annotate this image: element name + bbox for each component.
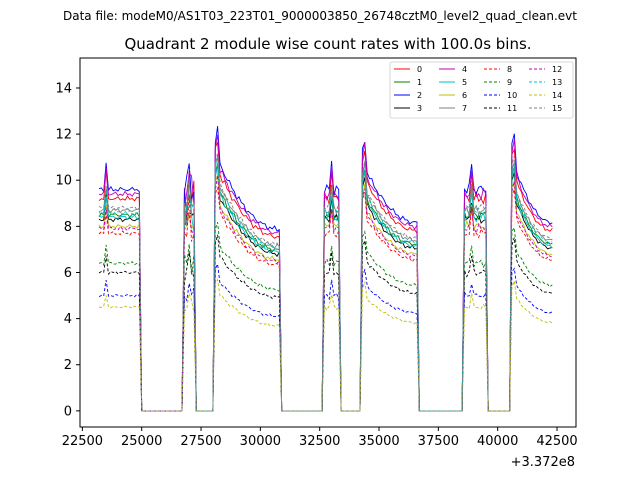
legend-label: 6 <box>462 91 467 100</box>
legend-label: 12 <box>552 65 562 74</box>
legend-label: 10 <box>507 91 517 100</box>
series-14-line <box>98 278 553 412</box>
legend-label: 13 <box>552 78 562 87</box>
legend-label: 1 <box>417 78 422 87</box>
y-tick-label: 4 <box>64 312 72 327</box>
legend-label: 15 <box>552 104 562 113</box>
x-tick-label: 35000 <box>358 434 399 449</box>
x-tick-label: 40000 <box>477 434 518 449</box>
axes-frame <box>79 57 577 428</box>
x-tick-label: 25000 <box>121 434 162 449</box>
legend-label: 8 <box>507 65 512 74</box>
legend-label: 5 <box>462 78 467 87</box>
series-layer <box>98 126 553 412</box>
suptitle: Data file: modeM0/AS1T03_223T01_90000038… <box>63 9 577 23</box>
legend-label: 4 <box>462 65 467 74</box>
chart-title: Quadrant 2 module wise count rates with … <box>124 35 531 53</box>
x-tick-label: 27500 <box>180 434 221 449</box>
legend-label: 0 <box>417 65 422 74</box>
y-tick-label: 8 <box>64 220 72 235</box>
x-tick-label: 37500 <box>418 434 459 449</box>
legend-label: 14 <box>552 91 562 100</box>
x-tick-label: 32500 <box>299 434 340 449</box>
legend-label: 7 <box>462 104 467 113</box>
y-tick-label: 0 <box>64 404 72 419</box>
legend-box <box>389 61 574 119</box>
y-tick-label: 2 <box>64 358 72 373</box>
legend-label: 11 <box>507 104 517 113</box>
series-15-line <box>98 152 553 412</box>
legend-label: 3 <box>417 104 422 113</box>
y-tick-label: 12 <box>55 128 72 143</box>
legend-label: 2 <box>417 91 422 100</box>
x-offset-label: +3.372e8 <box>511 455 575 470</box>
x-tick-label: 42500 <box>536 434 577 449</box>
plot-area: 22500 25000 27500 30000 32500 35000 37500 40000… <box>55 57 578 470</box>
x-axis: 22500 25000 27500 30000 32500 35000 37500 40000… <box>62 427 578 449</box>
y-tick-label: 14 <box>55 81 72 96</box>
y-tick-label: 10 <box>55 174 72 189</box>
series-10-line <box>98 262 553 412</box>
y-axis: 0 2 4 6 8 10 12 14 <box>55 81 80 419</box>
x-tick-label: 30000 <box>240 434 281 449</box>
legend-label: 9 <box>507 78 512 87</box>
y-tick-label: 6 <box>64 266 72 281</box>
x-tick-label: 22500 <box>62 434 103 449</box>
